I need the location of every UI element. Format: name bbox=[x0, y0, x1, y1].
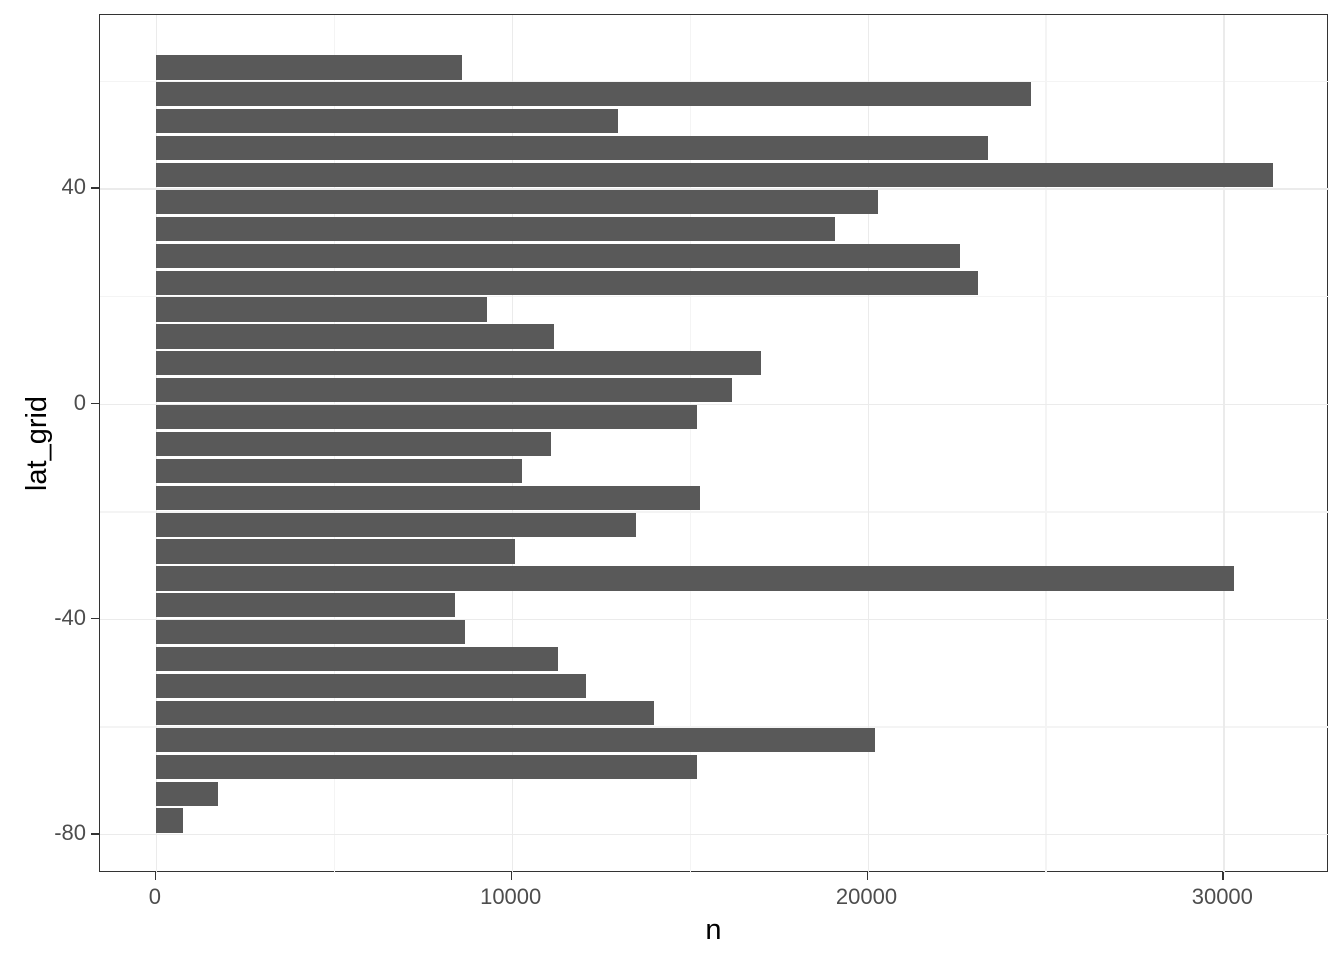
y-axis-title: lat_grid bbox=[18, 14, 58, 872]
x-tick-mark bbox=[510, 872, 513, 880]
x-tick-mark bbox=[866, 872, 868, 880]
bar bbox=[155, 55, 462, 80]
gridline-x-minor bbox=[689, 15, 691, 873]
bar bbox=[155, 82, 1032, 107]
gridline-x-minor bbox=[1045, 15, 1047, 873]
y-tick-label: -80 bbox=[54, 820, 86, 845]
bar bbox=[155, 539, 516, 564]
bar bbox=[155, 781, 219, 806]
bar bbox=[155, 808, 183, 833]
y-tick-mark bbox=[91, 617, 99, 620]
y-tick-label: -40 bbox=[54, 604, 86, 630]
y-tick-label: 40 bbox=[61, 174, 86, 200]
x-tick-label: 30000 bbox=[1191, 884, 1253, 909]
gridline-y-minor bbox=[100, 296, 1329, 298]
bar bbox=[155, 754, 697, 779]
gridline-x-major bbox=[867, 15, 869, 873]
bar bbox=[155, 109, 619, 134]
gridline-y-major bbox=[100, 403, 1329, 406]
bar bbox=[155, 485, 701, 510]
x-axis-title: n bbox=[705, 914, 722, 946]
bar bbox=[155, 458, 523, 483]
bar bbox=[155, 512, 637, 537]
y-tick-label: 0 bbox=[73, 389, 86, 415]
bar bbox=[155, 297, 487, 322]
bar bbox=[155, 351, 761, 376]
bar bbox=[155, 324, 555, 349]
x-tick-label: 0 bbox=[148, 884, 161, 909]
bar bbox=[155, 189, 879, 215]
bar bbox=[155, 727, 875, 752]
y-tick-mark bbox=[91, 833, 99, 835]
bar bbox=[155, 405, 697, 430]
bar bbox=[155, 270, 978, 295]
gridline-y-minor bbox=[100, 726, 1329, 728]
gridline-y-minor bbox=[100, 511, 1329, 513]
gridline-y-major bbox=[100, 834, 1329, 836]
bar bbox=[155, 216, 836, 241]
x-tick-label: 20000 bbox=[835, 884, 898, 909]
bar bbox=[155, 673, 587, 699]
bar bbox=[155, 566, 1234, 591]
gridline-x-major bbox=[1223, 15, 1225, 873]
x-tick-mark bbox=[154, 872, 157, 880]
y-tick-mark bbox=[91, 402, 99, 405]
x-tick-label: 10000 bbox=[480, 884, 542, 909]
y-tick-mark bbox=[91, 187, 99, 189]
bar bbox=[155, 136, 989, 161]
bar bbox=[155, 700, 654, 726]
gridline-y-minor bbox=[100, 80, 1329, 83]
bar bbox=[155, 243, 960, 268]
x-tick-mark bbox=[1222, 872, 1224, 880]
bar bbox=[155, 162, 1274, 188]
plot-panel bbox=[99, 14, 1329, 873]
bar bbox=[155, 431, 551, 457]
bar bbox=[155, 647, 558, 672]
gridline-y-major bbox=[100, 188, 1329, 190]
bar bbox=[155, 378, 733, 403]
gridline-y-major bbox=[100, 618, 1329, 621]
bar bbox=[155, 620, 466, 645]
bar bbox=[155, 593, 455, 618]
